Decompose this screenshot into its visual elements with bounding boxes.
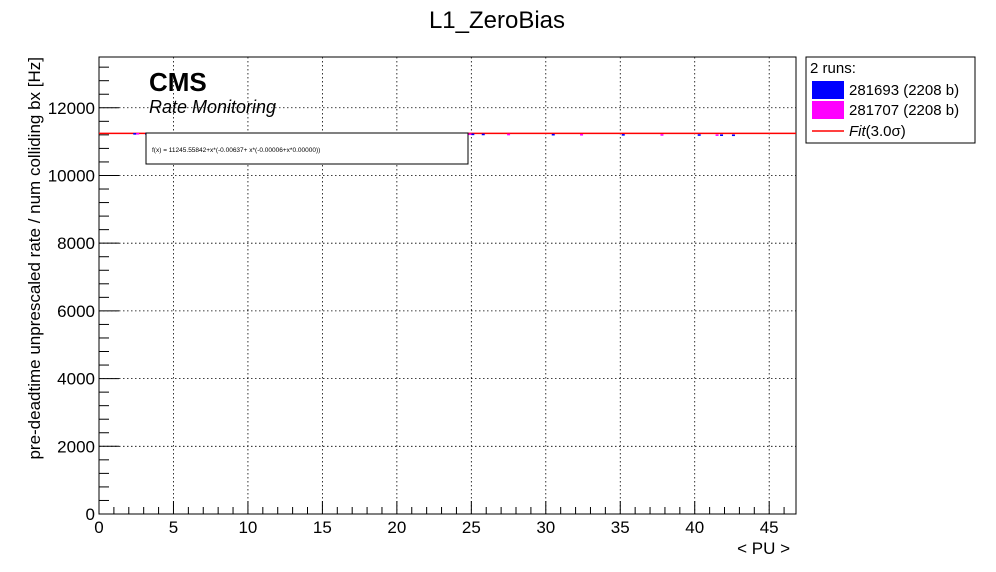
y-tick-label: 2000 xyxy=(57,437,95,456)
x-axis-label: < PU > xyxy=(737,539,790,558)
y-tick-label: 6000 xyxy=(57,302,95,321)
x-tick-label: 0 xyxy=(94,518,103,537)
legend-header: 2 runs: xyxy=(810,60,856,77)
y-tick-label: 4000 xyxy=(57,370,95,389)
grid-lines xyxy=(99,57,796,514)
y-tick-label: 10000 xyxy=(48,166,95,185)
x-tick-label: 5 xyxy=(169,518,178,537)
y-tick-label: 0 xyxy=(86,505,95,524)
plot-frame xyxy=(98,56,797,515)
data-point xyxy=(468,133,472,136)
data-point xyxy=(551,133,555,136)
cms-logo-text: CMS xyxy=(149,67,207,97)
y-tick-label: 8000 xyxy=(57,234,95,253)
legend-label-281707: 281707 (2208 b) xyxy=(849,102,959,119)
cms-logo-subtitle: Rate Monitoring xyxy=(149,97,276,117)
fit-function-box-frame xyxy=(145,132,469,165)
data-point xyxy=(715,134,719,136)
legend-label-281693: 281693 (2208 b) xyxy=(849,82,959,99)
data-point xyxy=(136,132,140,135)
x-tick-label: 45 xyxy=(760,518,779,537)
legend-label-fit-suffix: (3.0σ) xyxy=(866,123,906,140)
cms-logo: CMS Rate Monitoring xyxy=(149,67,276,117)
data-point xyxy=(621,134,625,136)
axis-ticks xyxy=(98,66,785,515)
legend-label-fit-name: Fit xyxy=(849,123,866,140)
y-axis-label: pre-deadtime unprescaled rate / num coll… xyxy=(25,57,44,460)
x-tick-label: 35 xyxy=(611,518,630,537)
fit-function-box: f(x) = 11245.55842+x*(-0.00637+ x*(-0.00… xyxy=(145,132,469,165)
legend-label-fit: Fit(3.0σ) xyxy=(849,123,906,140)
data-point xyxy=(660,134,664,136)
x-tick-label: 10 xyxy=(238,518,257,537)
data-point xyxy=(507,133,511,136)
x-tick-label: 20 xyxy=(387,518,406,537)
x-tick-labels: 0 5 10 15 20 25 30 35 40 45 xyxy=(94,518,778,537)
x-tick-label: 15 xyxy=(313,518,332,537)
fit-function-text: f(x) = 11245.55842+x*(-0.00637+ x*(-0.00… xyxy=(152,147,320,154)
x-tick-label: 30 xyxy=(536,518,555,537)
x-tick-label: 25 xyxy=(462,518,481,537)
data-point xyxy=(133,133,137,135)
y-tick-labels: 0 2000 4000 6000 8000 10000 12000 xyxy=(48,99,95,524)
data-point xyxy=(580,133,584,136)
legend-frame xyxy=(805,56,976,144)
data-point xyxy=(697,134,701,136)
chart-title: L1_ZeroBias xyxy=(429,7,565,34)
legend-swatch-281707 xyxy=(812,101,844,119)
legend: 2 runs: 281693 (2208 b) 281707 (2208 b) … xyxy=(805,56,976,144)
data-point xyxy=(471,133,475,136)
data-point xyxy=(731,134,735,137)
x-tick-label: 40 xyxy=(685,518,704,537)
data-point xyxy=(481,133,485,136)
y-tick-label: 12000 xyxy=(48,99,95,118)
legend-swatch-281693 xyxy=(812,81,844,99)
data-point xyxy=(720,134,724,136)
